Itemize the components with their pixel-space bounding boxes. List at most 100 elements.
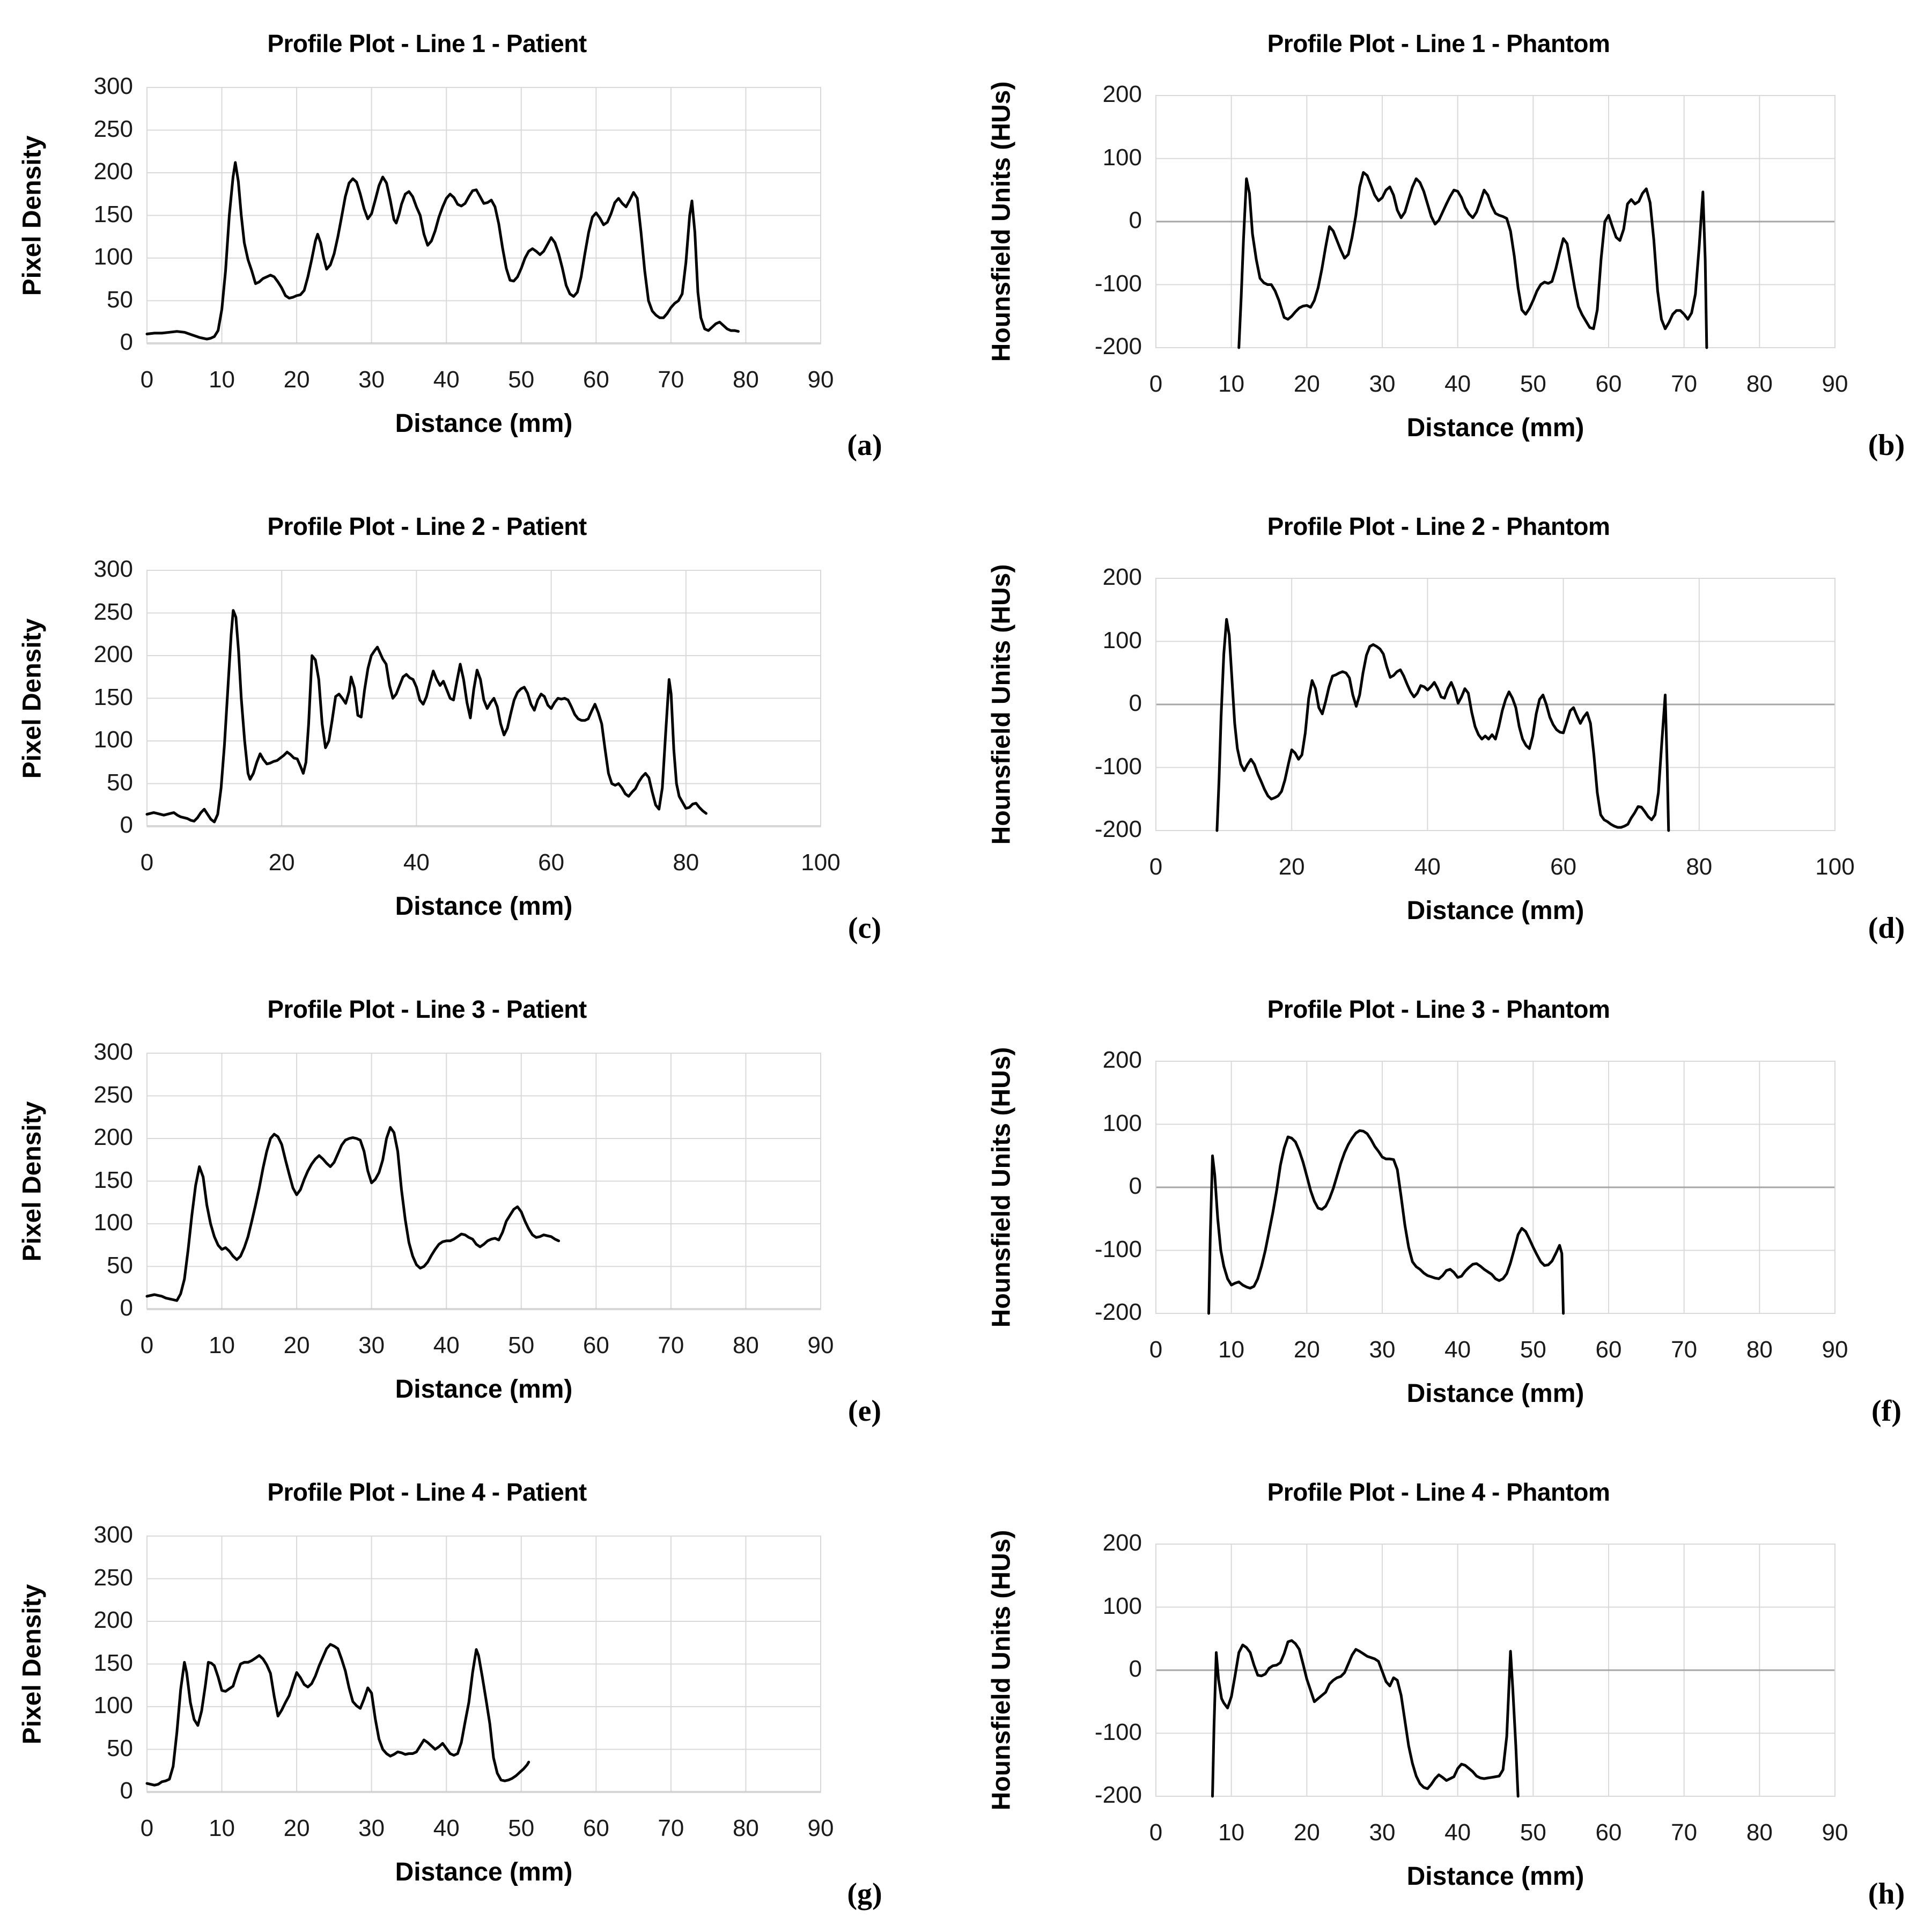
x-tick-label: 40 xyxy=(433,1332,460,1358)
y-tick-label: 50 xyxy=(107,1252,133,1279)
y-tick-label: -100 xyxy=(1094,270,1142,297)
y-tick-label: 100 xyxy=(93,244,133,270)
x-tick-label: 10 xyxy=(1218,371,1245,397)
x-tick-label: 70 xyxy=(658,366,684,393)
x-tick-label: 30 xyxy=(1369,1336,1396,1363)
x-tick-label: 0 xyxy=(140,1815,154,1841)
plot-border xyxy=(146,1053,821,1310)
chart-panel-b: Profile Plot - Line 1 - Phantom Hounsfie… xyxy=(962,0,1923,483)
chart-title: Profile Plot - Line 2 - Patient xyxy=(267,512,587,541)
x-tick-label: 60 xyxy=(1595,1336,1622,1363)
x-axis-title: Distance (mm) xyxy=(1406,897,1584,925)
x-tick-label: 80 xyxy=(1746,1819,1773,1846)
x-tick-label: 90 xyxy=(1822,1819,1848,1846)
profile-line-series xyxy=(1237,171,1708,349)
panel-letter: (b) xyxy=(1868,429,1905,462)
x-tick-label: 50 xyxy=(508,366,535,393)
profile-line-series xyxy=(145,161,740,341)
chart-panel-f: Profile Plot - Line 3 - Phantom Hounsfie… xyxy=(962,966,1923,1449)
chart-title: Profile Plot - Line 3 - Phantom xyxy=(1267,995,1610,1024)
y-tick-label: -100 xyxy=(1094,1236,1142,1262)
chart-title: Profile Plot - Line 3 - Patient xyxy=(267,995,587,1024)
profile-line-series xyxy=(145,1643,530,1787)
y-tick-label: 150 xyxy=(93,1649,133,1676)
profile-line-series xyxy=(145,1126,561,1302)
chart-panel-c: Profile Plot - Line 2 - Patient Pixel De… xyxy=(0,483,962,966)
x-tick-label: 50 xyxy=(1520,1336,1546,1363)
x-tick-label: 90 xyxy=(807,366,834,393)
y-tick-label: 100 xyxy=(93,1209,133,1236)
y-tick-label: 300 xyxy=(93,1039,133,1065)
plot-border xyxy=(1155,95,1835,348)
x-tick-label: 90 xyxy=(807,1815,834,1841)
y-tick-label: 100 xyxy=(1102,627,1142,653)
y-tick-label: 200 xyxy=(1102,81,1142,107)
x-tick-label: 30 xyxy=(358,366,385,393)
x-axis-title: Distance (mm) xyxy=(395,892,573,921)
y-tick-label: 250 xyxy=(93,1564,133,1591)
y-tick-label: 250 xyxy=(93,115,133,142)
x-tick-label: 0 xyxy=(140,366,154,393)
y-tick-label: -200 xyxy=(1094,1299,1142,1325)
x-tick-label: 60 xyxy=(583,1815,609,1841)
plot-border xyxy=(146,87,821,344)
y-tick-label: 200 xyxy=(93,1124,133,1150)
x-tick-label: 0 xyxy=(1149,1819,1163,1846)
x-tick-label: 70 xyxy=(1671,371,1698,397)
x-axis-title: Distance (mm) xyxy=(395,1858,573,1886)
y-tick-label: 100 xyxy=(1102,1110,1142,1136)
plot-border xyxy=(1155,1544,1835,1797)
x-tick-label: 100 xyxy=(1815,854,1855,880)
x-tick-label: 70 xyxy=(658,1332,684,1358)
y-tick-label: 200 xyxy=(1102,1530,1142,1556)
y-tick-label: 0 xyxy=(120,1295,133,1321)
chart-title: Profile Plot - Line 1 - Patient xyxy=(267,30,587,58)
x-tick-label: 30 xyxy=(358,1815,385,1841)
plot-area xyxy=(145,570,821,827)
x-tick-label: 50 xyxy=(508,1815,535,1841)
x-tick-label: 20 xyxy=(283,366,310,393)
x-tick-label: 20 xyxy=(1293,1336,1320,1363)
chart-panel-d: Profile Plot - Line 2 - Phantom Hounsfie… xyxy=(962,483,1923,966)
panel-letter: (e) xyxy=(847,1394,882,1428)
x-tick-label: 20 xyxy=(268,849,295,876)
y-tick-label: 150 xyxy=(93,1166,133,1193)
plot-border xyxy=(146,1536,821,1793)
y-tick-label: 100 xyxy=(93,1692,133,1718)
y-tick-label: -100 xyxy=(1094,1718,1142,1745)
plot-area xyxy=(145,87,821,344)
x-tick-label: 40 xyxy=(433,366,460,393)
x-tick-label: 40 xyxy=(1414,854,1441,880)
plot-border xyxy=(146,570,821,827)
plot-border xyxy=(1155,1061,1835,1314)
profile-line-series xyxy=(1215,618,1670,832)
x-tick-label: 80 xyxy=(1686,854,1713,880)
x-tick-label: 90 xyxy=(807,1332,834,1358)
x-tick-label: 30 xyxy=(358,1332,385,1358)
x-tick-label: 0 xyxy=(1149,854,1163,880)
y-tick-label: 0 xyxy=(120,812,133,838)
profile-line-series xyxy=(145,609,707,824)
y-tick-label: 200 xyxy=(1102,1047,1142,1073)
x-tick-label: 20 xyxy=(1293,1819,1320,1846)
x-tick-label: 60 xyxy=(583,1332,609,1358)
x-tick-label: 20 xyxy=(1278,854,1305,880)
y-tick-label: 300 xyxy=(93,1522,133,1548)
y-tick-label: 0 xyxy=(120,1777,133,1804)
y-tick-label: 200 xyxy=(93,641,133,667)
y-tick-label: 300 xyxy=(93,556,133,582)
plot-area xyxy=(145,1053,821,1310)
x-tick-label: 10 xyxy=(1218,1819,1245,1846)
y-tick-label: 100 xyxy=(1102,144,1142,171)
x-tick-label: 50 xyxy=(508,1332,535,1358)
y-tick-label: 200 xyxy=(1102,564,1142,590)
profile-line-series xyxy=(1207,1129,1565,1315)
y-tick-label: 100 xyxy=(1102,1592,1142,1619)
panel-letter: (a) xyxy=(847,429,882,462)
x-tick-label: 40 xyxy=(403,849,430,876)
x-tick-label: 30 xyxy=(1369,371,1396,397)
plot-area xyxy=(1155,1061,1835,1315)
y-tick-label: 0 xyxy=(120,329,133,355)
plot-border xyxy=(1155,578,1835,831)
